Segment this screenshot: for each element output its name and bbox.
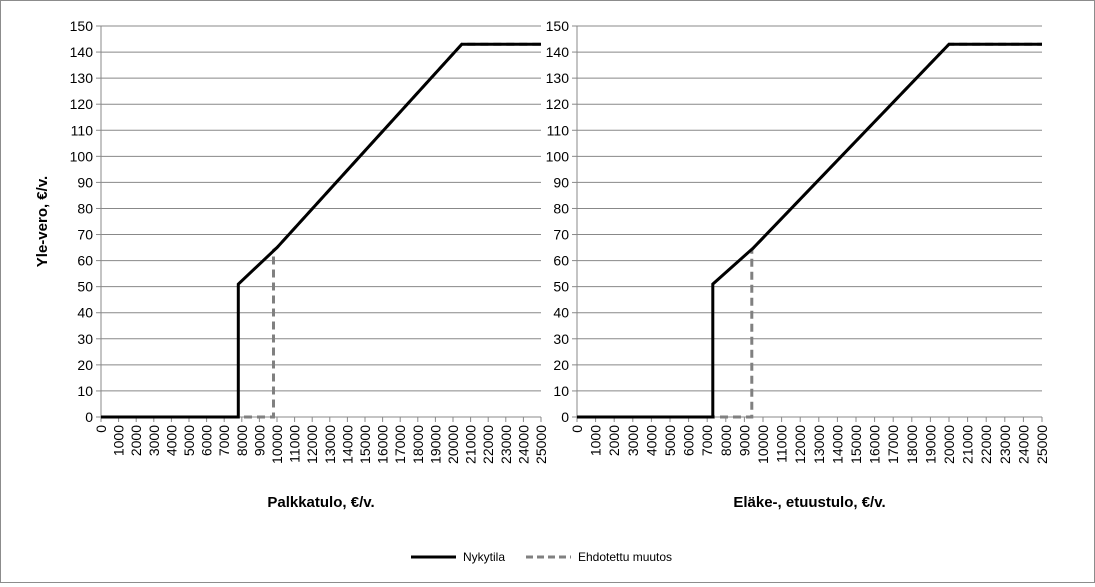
x-tick-label: 12000 [304, 425, 320, 464]
y-tick-label: 100 [70, 148, 94, 164]
x-axis-title: Palkkatulo, €/v. [267, 494, 374, 511]
x-tick-label: 14000 [339, 425, 355, 464]
y-tick-label: 120 [70, 96, 94, 112]
series-line-nykytila [101, 42, 541, 419]
x-tick-label: 13000 [811, 425, 827, 464]
series-line-ehdotettu-muutos [101, 42, 541, 419]
x-tick-label: 23000 [997, 425, 1013, 464]
x-tick-label: 3000 [146, 425, 162, 456]
y-tick-label: 40 [553, 305, 569, 321]
x-tick-label: 21000 [463, 425, 479, 464]
y-tick-label: 10 [553, 383, 569, 399]
x-tick-label: 6000 [199, 425, 215, 456]
y-axis-title: Yle-vero, €/v. [34, 176, 51, 267]
x-tick-label: 18000 [904, 425, 920, 464]
legend-label-nykytila: Nykytila [463, 550, 505, 564]
x-tick-label: 1000 [111, 425, 127, 456]
y-tick-label: 30 [77, 331, 93, 347]
y-tick-label: 50 [77, 279, 93, 295]
y-tick-label: 10 [77, 383, 93, 399]
x-tick-label: 22000 [978, 425, 994, 464]
y-tick-label: 20 [553, 357, 569, 373]
x-tick-label: 5000 [181, 425, 197, 456]
y-tick-label: 110 [547, 122, 570, 138]
y-tick-label: 80 [553, 200, 569, 216]
x-tick-label: 0 [93, 425, 109, 433]
y-tick-label: 140 [546, 44, 570, 60]
x-tick-label: 24000 [515, 425, 531, 464]
x-tick-label: 20000 [445, 425, 461, 464]
y-tick-label: 60 [77, 253, 93, 269]
y-tick-label: 70 [77, 227, 93, 243]
x-tick-label: 23000 [498, 425, 514, 464]
x-tick-label: 21000 [960, 425, 976, 464]
x-tick-label: 25000 [1034, 425, 1050, 464]
y-tick-label: 20 [77, 357, 93, 373]
y-tick-label: 100 [546, 148, 570, 164]
x-tick-label: 16000 [375, 425, 391, 464]
x-tick-label: 2000 [128, 425, 144, 456]
x-tick-label: 15000 [848, 425, 864, 464]
x-tick-label: 6000 [681, 425, 697, 456]
x-tick-label: 7000 [699, 425, 715, 456]
x-tick-label: 10000 [755, 425, 771, 464]
y-tick-label: 130 [546, 70, 570, 86]
y-tick-label: 110 [71, 122, 94, 138]
y-tick-label: 60 [553, 253, 569, 269]
y-tick-label: 150 [546, 18, 570, 34]
x-tick-label: 5000 [662, 425, 678, 456]
y-tick-label: 140 [70, 44, 94, 60]
x-tick-label: 4000 [163, 425, 179, 456]
y-tick-label: 0 [85, 409, 93, 425]
x-tick-label: 10000 [269, 425, 285, 464]
x-tick-label: 11000 [287, 425, 303, 463]
x-tick-label: 0 [569, 425, 585, 433]
x-tick-label: 16000 [867, 425, 883, 464]
x-tick-label: 17000 [392, 425, 408, 464]
series-line-ehdotettu-muutos [577, 42, 1042, 419]
y-tick-label: 90 [553, 174, 569, 190]
y-tick-label: 70 [553, 227, 569, 243]
x-tick-label: 20000 [941, 425, 957, 464]
x-tick-label: 3000 [625, 425, 641, 456]
x-tick-label: 25000 [533, 425, 549, 464]
x-axis-title: Eläke-, etuustulo, €/v. [733, 494, 885, 511]
x-tick-label: 14000 [829, 425, 845, 464]
x-tick-label: 9000 [251, 425, 267, 456]
x-tick-label: 11000 [774, 425, 790, 463]
y-tick-label: 80 [77, 200, 93, 216]
legend-label-ehdotettu-muutos: Ehdotettu muutos [578, 550, 672, 564]
y-tick-label: 40 [77, 305, 93, 321]
x-tick-label: 15000 [357, 425, 373, 464]
x-tick-label: 13000 [322, 425, 338, 464]
x-tick-label: 1000 [588, 425, 604, 456]
y-tick-label: 130 [70, 70, 94, 86]
x-tick-label: 7000 [216, 425, 232, 456]
x-tick-label: 8000 [718, 425, 734, 456]
x-tick-label: 12000 [792, 425, 808, 464]
x-tick-label: 9000 [736, 425, 752, 456]
x-tick-label: 17000 [885, 425, 901, 464]
x-tick-label: 19000 [922, 425, 938, 464]
y-tick-label: 90 [77, 174, 93, 190]
x-tick-label: 4000 [643, 425, 659, 456]
x-tick-label: 2000 [606, 425, 622, 456]
x-tick-label: 22000 [480, 425, 496, 464]
x-tick-label: 24000 [1015, 425, 1031, 464]
y-tick-label: 120 [546, 96, 570, 112]
y-tick-label: 0 [561, 409, 569, 425]
x-tick-label: 8000 [234, 425, 250, 456]
y-tick-label: 30 [553, 331, 569, 347]
y-tick-label: 150 [70, 18, 94, 34]
y-tick-label: 50 [553, 279, 569, 295]
series-line-nykytila [577, 42, 1042, 419]
x-tick-label: 18000 [410, 425, 426, 464]
x-tick-label: 19000 [427, 425, 443, 464]
